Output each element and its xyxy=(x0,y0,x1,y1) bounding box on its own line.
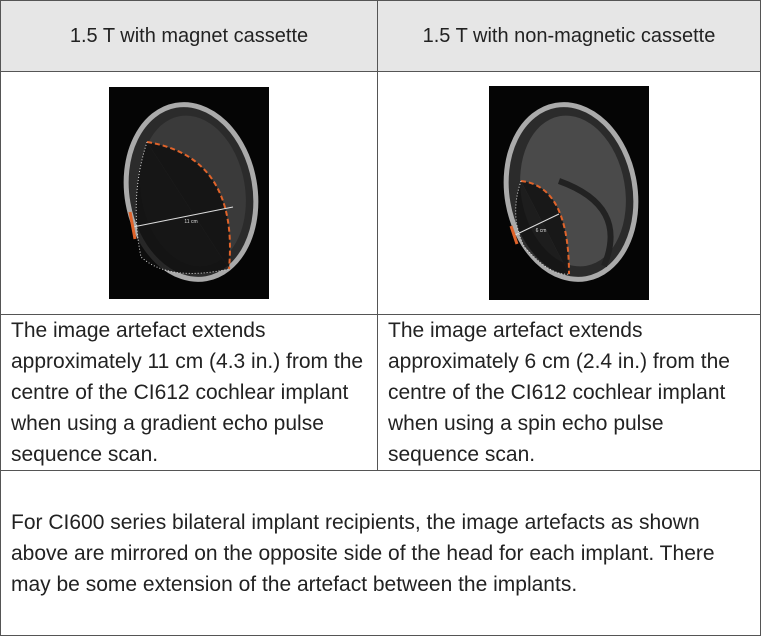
footer-row: For CI600 series bilateral implant recip… xyxy=(1,471,761,636)
image-label: 6 cm xyxy=(536,228,547,234)
description-cell: The image artefact extends approximately… xyxy=(378,315,761,471)
image-cell: 11 cm xyxy=(1,72,378,315)
mri-image: 6 cm xyxy=(489,86,649,300)
mri-image: 11 cm xyxy=(109,87,269,299)
image-cell: 6 cm xyxy=(378,72,761,315)
description-row: The image artefact extends approximately… xyxy=(1,315,761,471)
description-cell: The image artefact extends approximately… xyxy=(1,315,378,471)
header-row: 1.5 T with magnet cassette 1.5 T with no… xyxy=(1,1,761,72)
footer-cell: For CI600 series bilateral implant recip… xyxy=(1,471,761,636)
header-cell: 1.5 T with non-magnetic cassette xyxy=(378,1,761,72)
header-cell: 1.5 T with magnet cassette xyxy=(1,1,378,72)
page: 1.5 T with magnet cassette 1.5 T with no… xyxy=(0,0,762,637)
image-row: 11 cm 6 cm xyxy=(1,72,761,315)
comparison-table: 1.5 T with magnet cassette 1.5 T with no… xyxy=(0,0,761,636)
image-label: 11 cm xyxy=(184,219,197,225)
